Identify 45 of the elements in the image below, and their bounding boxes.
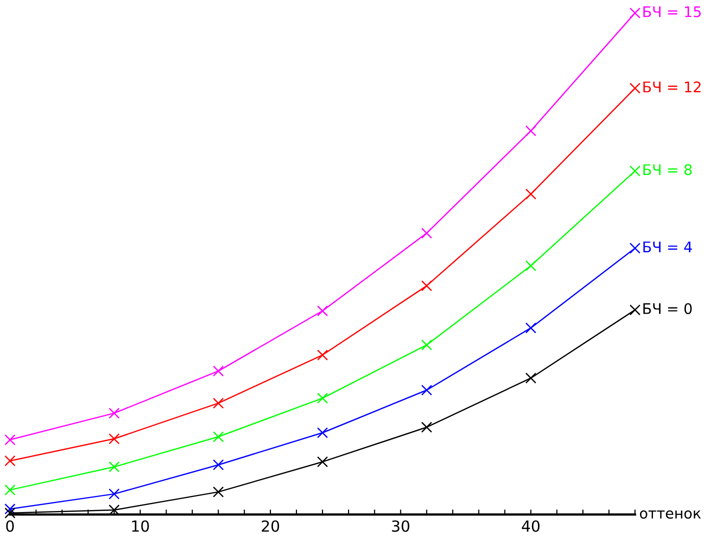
series-label: БЧ = 12	[643, 81, 701, 92]
point	[317, 456, 328, 468]
point	[317, 305, 328, 316]
point	[108, 408, 120, 419]
point	[421, 384, 432, 396]
x-axis-title: оттенок	[640, 510, 701, 519]
x-tick-label: 0	[6, 520, 14, 532]
point	[4, 455, 16, 466]
point	[317, 392, 328, 404]
point	[525, 125, 536, 136]
point	[421, 422, 432, 433]
point	[630, 304, 640, 316]
point	[317, 427, 328, 438]
x-tick-label: 30	[392, 520, 410, 532]
point	[212, 431, 224, 442]
point	[108, 461, 120, 472]
series-label: БЧ = 0	[643, 303, 692, 314]
point	[317, 350, 328, 361]
point	[108, 433, 120, 444]
point	[4, 508, 16, 518]
point	[630, 165, 640, 176]
point	[4, 503, 16, 514]
point	[630, 242, 640, 254]
point	[4, 434, 16, 446]
series-label: БЧ = 4	[643, 242, 692, 252]
point	[525, 372, 536, 384]
point	[421, 280, 432, 292]
point	[212, 486, 224, 498]
point	[212, 366, 224, 377]
point	[630, 8, 640, 18]
series-label: БЧ = 15	[643, 6, 701, 18]
point	[212, 459, 224, 470]
x-tick-label: 20	[262, 520, 280, 532]
x-tick-label: 10	[132, 520, 149, 532]
point	[4, 484, 16, 496]
point	[525, 322, 536, 334]
point	[525, 260, 536, 272]
point	[525, 188, 536, 200]
point	[421, 228, 432, 239]
series-label: БЧ = 8	[643, 164, 692, 176]
point	[630, 82, 640, 94]
point	[212, 398, 224, 409]
x-tick-label: 40	[522, 520, 540, 532]
point	[421, 340, 432, 350]
point	[108, 488, 120, 500]
